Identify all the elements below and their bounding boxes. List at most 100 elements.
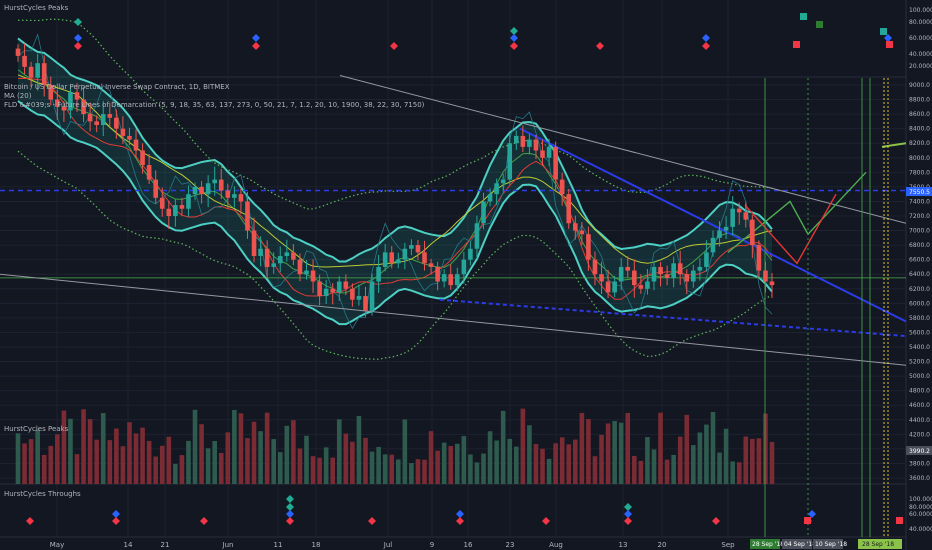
main-pane-title[interactable]: Bitcoin / US Dollar Perpetual Inverse Sw… [4, 83, 230, 91]
candle-body[interactable] [579, 230, 585, 235]
candle-body[interactable] [448, 274, 454, 286]
candle-body[interactable] [605, 281, 611, 293]
candle-body[interactable] [632, 270, 637, 286]
candle-body[interactable] [48, 85, 54, 100]
candle-body[interactable] [625, 266, 631, 271]
candle-body[interactable] [330, 288, 336, 293]
candle-body[interactable] [284, 252, 290, 257]
candle-body[interactable] [546, 146, 552, 158]
candle-body[interactable] [395, 259, 401, 264]
candle-body[interactable] [304, 270, 309, 275]
candle-body[interactable] [389, 252, 395, 264]
candle-body[interactable] [402, 248, 408, 260]
candle-body[interactable] [22, 55, 27, 67]
candle-body[interactable] [730, 208, 735, 227]
candle-body[interactable] [317, 281, 322, 297]
candle-body[interactable] [218, 179, 224, 191]
candle-body[interactable] [573, 223, 578, 231]
candle-body[interactable] [592, 259, 598, 275]
candle-body[interactable] [369, 281, 375, 311]
candle-body[interactable] [422, 252, 427, 264]
candle-body[interactable] [500, 179, 506, 184]
time-axis[interactable]: May 14 21 Jun 11 18 Jul 9 16 23 Aug 13 20 Sep [50, 541, 735, 549]
candle-body[interactable] [684, 274, 690, 282]
candle-body[interactable] [61, 106, 67, 111]
candle-body[interactable] [159, 197, 165, 209]
candle-body[interactable] [487, 194, 493, 202]
candle-body[interactable] [415, 245, 421, 253]
candle-body[interactable] [664, 274, 670, 278]
candle-body[interactable] [232, 194, 237, 198]
candle-body[interactable] [723, 226, 729, 231]
candle-body[interactable] [100, 114, 106, 126]
candle-body[interactable] [15, 48, 21, 56]
candle-body[interactable] [409, 245, 414, 249]
candle-body[interactable] [527, 139, 532, 147]
candle-body[interactable] [651, 266, 657, 282]
candle-body[interactable] [540, 150, 545, 158]
candle-body[interactable] [691, 270, 696, 282]
candle-body[interactable] [763, 270, 768, 282]
candle-body[interactable] [28, 66, 34, 78]
candle-body[interactable] [120, 128, 126, 136]
candle-body[interactable] [677, 263, 683, 275]
candle-body[interactable] [192, 186, 198, 195]
candle-body[interactable] [618, 266, 624, 282]
candle-body[interactable] [363, 296, 368, 311]
candle-body[interactable] [382, 252, 388, 267]
candle-body[interactable] [513, 135, 519, 144]
candle-body[interactable] [710, 237, 716, 253]
candle-body[interactable] [87, 114, 93, 122]
candle-body[interactable] [612, 281, 617, 293]
candle-body[interactable] [323, 288, 329, 297]
candle-body[interactable] [533, 139, 539, 151]
candle-body[interactable] [599, 274, 604, 282]
candle-body[interactable] [428, 263, 434, 267]
candle-body[interactable] [133, 139, 139, 151]
candle-body[interactable] [41, 63, 47, 85]
candle-body[interactable] [140, 150, 145, 166]
candle-body[interactable] [697, 266, 703, 271]
candle-body[interactable] [553, 146, 558, 180]
candle-body[interactable] [94, 121, 99, 126]
candle-body[interactable] [566, 194, 572, 224]
candle-body[interactable] [756, 245, 762, 271]
candle-body[interactable] [717, 230, 722, 238]
candle-body[interactable] [559, 179, 565, 195]
candle-body[interactable] [245, 201, 250, 231]
candle-body[interactable] [671, 263, 676, 278]
candle-body[interactable] [297, 259, 303, 275]
candle-body[interactable] [474, 223, 480, 249]
candle-body[interactable] [107, 114, 113, 118]
candle-body[interactable] [586, 234, 591, 260]
candle-body[interactable] [205, 183, 211, 195]
candle-body[interactable] [186, 194, 191, 209]
fld-indicator-label[interactable]: FLD &#039;s - Future Lines of Demarcatio… [4, 101, 425, 109]
candle-body[interactable] [271, 263, 277, 267]
candle-body[interactable] [461, 259, 467, 275]
candle-body[interactable] [310, 270, 316, 282]
candle-body[interactable] [743, 212, 749, 220]
candle-body[interactable] [454, 274, 460, 286]
candle-body[interactable] [645, 281, 650, 289]
candle-body[interactable] [704, 252, 709, 267]
candle-body[interactable] [356, 296, 362, 300]
candle-body[interactable] [166, 208, 172, 216]
candle-body[interactable] [658, 266, 663, 275]
candle-body[interactable] [212, 179, 217, 184]
candle-body[interactable] [55, 99, 60, 107]
candle-body[interactable] [35, 63, 40, 78]
candlesticks[interactable] [15, 43, 775, 317]
candle-body[interactable] [507, 143, 513, 180]
candle-body[interactable] [336, 281, 342, 293]
candle-body[interactable] [769, 281, 775, 286]
candle-body[interactable] [81, 99, 86, 115]
candle-body[interactable] [173, 205, 178, 216]
candle-body[interactable] [238, 194, 244, 202]
price-axis[interactable]: 100.000080.000060.000040.000020.00009000… [909, 7, 932, 533]
candle-body[interactable] [750, 219, 755, 246]
candle-body[interactable] [435, 266, 440, 282]
candle-body[interactable] [153, 179, 158, 198]
candle-body[interactable] [468, 248, 473, 260]
ma-indicator-label[interactable]: MA (20) [4, 92, 32, 100]
